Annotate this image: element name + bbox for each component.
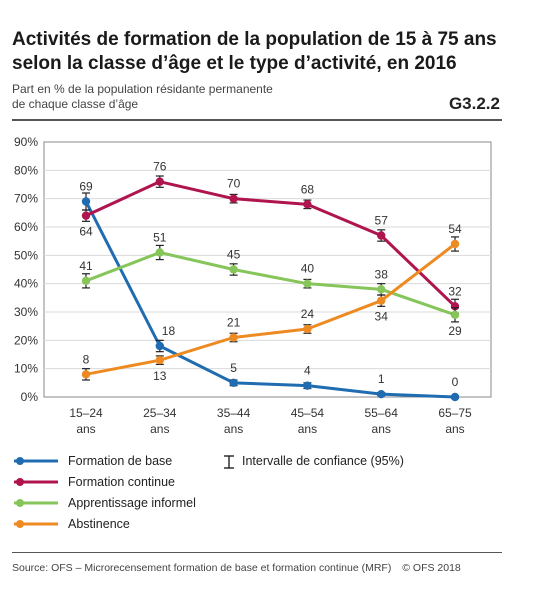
data-label: 8 <box>83 352 90 366</box>
legend-label-3: Abstinence <box>68 517 130 531</box>
x-tick-label: 15–24 <box>69 406 103 420</box>
data-point <box>81 197 91 206</box>
data-label: 76 <box>153 160 167 174</box>
data-label: 5 <box>230 361 237 375</box>
data-point <box>229 194 238 203</box>
data-label: 64 <box>79 225 93 239</box>
y-tick-label: 40% <box>14 277 38 291</box>
data-label: 32 <box>448 284 462 298</box>
y-tick-label: 50% <box>14 248 38 262</box>
x-tick-label: 55–64 <box>365 406 399 420</box>
x-tick-label-unit: ans <box>372 422 391 436</box>
chart-subtitle-line1: Part en % de la population résidante per… <box>12 82 273 96</box>
data-label: 4 <box>304 364 311 378</box>
data-point <box>229 333 238 342</box>
source-note: Source: OFS – Microrecensement formation… <box>12 562 461 574</box>
y-tick-label: 30% <box>14 305 38 319</box>
data-point <box>377 296 386 305</box>
y-tick-label: 0% <box>21 390 39 404</box>
data-point <box>303 200 312 209</box>
x-tick-label-unit: ans <box>298 422 317 436</box>
series-line-2 <box>85 251 456 317</box>
x-tick-label: 25–34 <box>143 406 177 420</box>
data-point <box>377 231 386 240</box>
x-tick-label: 45–54 <box>291 406 325 420</box>
chart-title-line1: Activités de formation de la population … <box>12 29 497 50</box>
data-label: 24 <box>301 307 315 321</box>
data-point <box>155 248 164 257</box>
source-text: Source: OFS – Microrecensement formation… <box>12 562 392 574</box>
x-tick-label: 65–75 <box>438 406 472 420</box>
data-point <box>81 276 91 286</box>
chart-subtitle: Part en % de la population résidante per… <box>12 82 312 112</box>
series-line-3 <box>85 242 456 376</box>
data-label: 40 <box>301 262 315 276</box>
chart-title: Activités de formation de la population … <box>12 28 512 76</box>
data-point <box>155 341 164 351</box>
data-label: 68 <box>301 182 315 196</box>
data-point <box>377 389 386 399</box>
legend-swatch-icon <box>14 520 58 528</box>
legend-swatch-icon <box>14 478 58 486</box>
data-label: 57 <box>375 214 389 228</box>
ci-whisker-icon <box>224 455 234 469</box>
series-line-0 <box>84 200 456 399</box>
legend-label-ci: Intervalle de confiance (95%) <box>242 454 404 468</box>
data-label: 51 <box>153 231 167 245</box>
data-label: 34 <box>375 310 389 324</box>
chart-subtitle-line2: de chaque classe d’âge <box>12 97 139 111</box>
legend-swatch-icon <box>14 499 58 507</box>
data-point <box>450 302 460 311</box>
data-point <box>450 239 460 249</box>
y-tick-label: 70% <box>14 192 38 206</box>
data-label: 18 <box>162 324 176 338</box>
chart-code: G3.2.2 <box>448 94 500 113</box>
y-tick-label: 60% <box>14 220 38 234</box>
y-tick-label: 80% <box>14 163 38 177</box>
data-label: 45 <box>227 248 241 262</box>
x-tick-label-unit: ans <box>224 422 243 436</box>
data-point <box>450 310 460 320</box>
x-tick-label-unit: ans <box>76 422 95 436</box>
data-point <box>229 378 238 388</box>
data-point <box>450 392 460 402</box>
y-tick-label: 10% <box>14 362 38 376</box>
legend-swatch-icon <box>14 457 58 465</box>
data-point <box>81 370 91 379</box>
data-label: 29 <box>448 324 462 338</box>
x-tick-label-unit: ans <box>445 422 464 436</box>
data-label: 70 <box>227 177 241 191</box>
data-point <box>377 285 386 294</box>
data-point <box>81 211 91 220</box>
data-point <box>229 265 238 274</box>
data-point <box>155 355 164 365</box>
data-label: 13 <box>153 369 167 383</box>
data-point <box>155 177 164 186</box>
chart-title-line2: selon la classe d’âge et le type d’activ… <box>12 53 457 74</box>
plot-frame <box>43 141 492 398</box>
header-rule <box>12 119 502 121</box>
legend-label-2: Apprentissage informel <box>68 496 196 510</box>
copyright-text: © OFS 2018 <box>402 562 461 574</box>
legend-label-0: Formation de base <box>68 454 173 468</box>
data-point <box>303 279 312 288</box>
data-label: 0 <box>452 375 459 389</box>
data-label: 41 <box>79 259 93 273</box>
data-point <box>303 324 312 334</box>
x-tick-label-unit: ans <box>150 422 169 436</box>
data-label: 69 <box>79 180 93 194</box>
data-label: 21 <box>227 316 241 330</box>
data-label: 38 <box>375 267 389 281</box>
data-point <box>303 381 312 390</box>
footer-rule <box>12 552 502 553</box>
y-tick-label: 90% <box>14 135 38 149</box>
x-tick-label: 35–44 <box>217 406 251 420</box>
series-line-1 <box>85 180 457 308</box>
legend-label-1: Formation continue <box>68 475 176 489</box>
line-chart: 0% 10% 20% 30% 40% 50% 60% 70% 80% 90% 15–24 ans 25–… <box>14 135 492 436</box>
data-label: 54 <box>448 222 462 236</box>
y-tick-label: 20% <box>14 333 38 347</box>
data-label: 1 <box>378 372 385 386</box>
